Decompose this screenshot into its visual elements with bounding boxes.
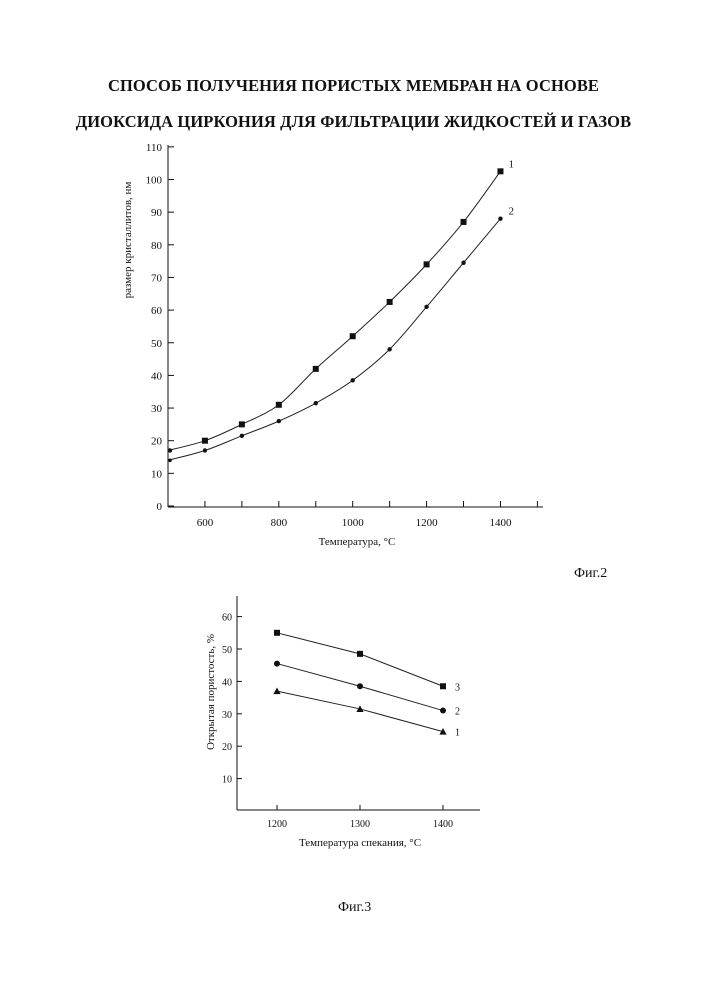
fig3-y-tick-label: 50	[222, 645, 232, 656]
fig2-y-tick-label: 70	[151, 272, 163, 284]
fig2-data-point	[424, 261, 430, 267]
fig2-data-point	[313, 366, 319, 372]
fig3-data-point	[357, 683, 363, 689]
fig2-data-point	[239, 421, 245, 427]
fig3-x-axis-label: Температура спекания, °С	[299, 837, 421, 849]
fig2-data-point	[168, 458, 172, 462]
fig2-series-line	[168, 219, 500, 461]
fig2-data-point	[424, 305, 428, 309]
fig2-y-tick-label: 50	[151, 338, 163, 350]
fig2-x-tick-label: 600	[197, 517, 214, 529]
fig3-data-point	[274, 661, 280, 667]
fig2-data-point	[314, 401, 318, 405]
fig2-y-tick-label: 30	[151, 403, 163, 415]
fig2-data-point	[387, 299, 393, 305]
fig2-y-tick-label: 60	[151, 305, 163, 317]
fig2-y-tick-label: 0	[157, 501, 163, 513]
fig2-data-point	[276, 402, 282, 408]
fig2-y-axis-label: размер кристаллитов, нм	[122, 182, 134, 299]
figure-2-caption: Фиг.2	[574, 566, 607, 582]
figure-3-caption: Фиг.3	[338, 900, 371, 916]
fig2-y-tick-label: 10	[151, 468, 163, 480]
fig3-series-label: 1	[455, 728, 460, 739]
fig3-x-tick-label: 1400	[433, 819, 453, 830]
fig2-y-tick-label: 90	[151, 207, 163, 219]
fig2-x-tick-label: 1200	[416, 517, 439, 529]
fig3-series-line	[277, 633, 443, 686]
fig3-data-point	[273, 688, 280, 695]
fig3-y-tick-label: 40	[222, 677, 232, 688]
fig2-series-label: 1	[508, 158, 513, 170]
figure-3-chart: 10 20 30 40 50 60 1200 1300 1400 Температура спек…	[205, 596, 480, 849]
fig2-y-tick-label: 40	[151, 370, 163, 382]
fig2-data-point	[351, 378, 355, 382]
fig3-data-point	[440, 708, 446, 714]
fig2-data-point	[461, 219, 467, 225]
fig2-y-tick-label: 110	[146, 142, 163, 154]
fig2-data-point	[498, 216, 502, 220]
fig2-series-label: 2	[508, 206, 513, 218]
fig3-x-tick-label: 1300	[350, 819, 370, 830]
fig2-x-axis-label: Температура, °С	[319, 536, 396, 548]
fig2-y-tick-label: 80	[151, 240, 163, 252]
fig2-data-point	[202, 438, 208, 444]
fig2-data-point	[203, 448, 207, 452]
figure-2-chart: 0 10 20 30 40 50 60 70 80 90 100 110 600 800 1000 1200 1…	[122, 142, 543, 548]
fig3-data-point	[440, 683, 446, 689]
fig2-data-point	[461, 261, 465, 265]
fig2-data-point	[277, 419, 281, 423]
fig3-y-axis-label: Открытая пористость, %	[205, 634, 217, 750]
fig3-data-point	[357, 651, 363, 657]
fig3-series-label: 2	[455, 707, 460, 718]
fig3-y-tick-label: 20	[222, 742, 232, 753]
fig3-series-label: 3	[455, 682, 460, 693]
fig2-y-tick-label: 100	[146, 175, 163, 187]
fig2-data-point	[387, 347, 391, 351]
fig3-x-tick-label: 1200	[267, 819, 287, 830]
fig3-y-tick-label: 10	[222, 775, 232, 786]
fig3-y-tick-label: 30	[222, 710, 232, 721]
fig2-series-line	[168, 171, 500, 450]
fig2-data-point	[497, 168, 503, 174]
fig2-x-tick-label: 1400	[489, 517, 512, 529]
fig2-data-point	[168, 448, 172, 452]
fig3-y-tick-label: 60	[222, 613, 232, 624]
fig2-x-tick-label: 800	[271, 517, 288, 529]
fig2-x-tick-label: 1000	[342, 517, 365, 529]
fig2-data-point	[240, 434, 244, 438]
fig3-data-point	[274, 630, 280, 636]
fig2-y-tick-label: 20	[151, 436, 163, 448]
fig2-data-point	[350, 333, 356, 339]
